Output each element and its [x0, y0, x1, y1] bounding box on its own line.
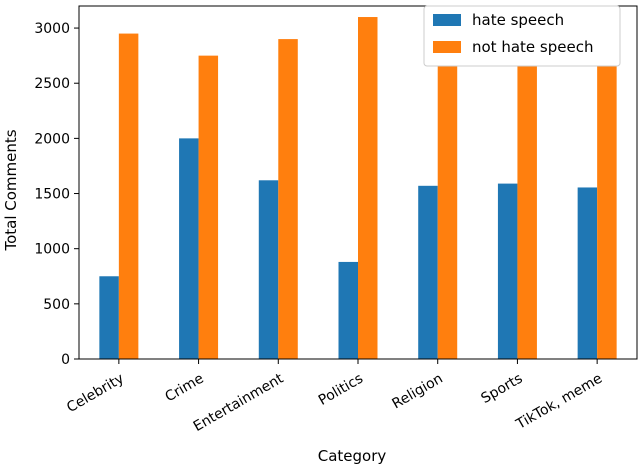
y-tick-label-500: 500	[43, 297, 70, 313]
bar-hate-speech-entertainment	[258, 180, 279, 359]
y-axis-title: Total Comments	[2, 129, 20, 251]
bar-hate-speech-celebrity	[99, 276, 119, 359]
legend-swatch-hate-speech	[433, 14, 461, 26]
bar-not-hate-speech-sports	[517, 52, 537, 360]
plot-frame	[78, 5, 638, 360]
bar-not-hate-speech-religion	[437, 52, 458, 360]
y-tick-label-0: 0	[61, 352, 70, 368]
y-tick-label-2000: 2000	[34, 131, 70, 147]
legend-label-hate-speech: hate speech	[472, 11, 564, 29]
bar-not-hate-speech-crime	[198, 55, 219, 359]
y-tick-label-3000: 3000	[34, 21, 70, 37]
bar-not-hate-speech-tiktok-meme	[597, 65, 617, 359]
bar-hate-speech-crime	[179, 138, 199, 359]
legend-label-not-hate-speech: not hate speech	[472, 38, 593, 56]
bar-hate-speech-tiktok-meme	[577, 187, 598, 359]
y-tick-label-2500: 2500	[34, 76, 70, 92]
bar-hate-speech-religion	[418, 185, 438, 359]
bar-not-hate-speech-celebrity	[118, 33, 139, 359]
legend-swatch-not-hate-speech	[433, 41, 461, 53]
y-tick-label-1000: 1000	[34, 242, 70, 258]
bar-not-hate-speech-politics	[358, 17, 378, 359]
legend-box	[423, 5, 621, 67]
x-axis-title: Category	[318, 447, 387, 465]
y-tick-label-1500: 1500	[34, 187, 70, 203]
bar-not-hate-speech-entertainment	[278, 39, 298, 359]
bar-hate-speech-politics	[338, 261, 358, 359]
y-axis: 0 500 1000 1500 2000 2500 3000	[34, 21, 79, 368]
bar-hate-speech-sports	[497, 183, 518, 359]
legend: hate speech not hate speech	[423, 5, 621, 67]
bars-group	[99, 17, 617, 360]
